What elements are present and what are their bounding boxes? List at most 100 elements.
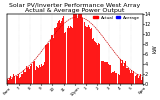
Bar <box>62 18 63 84</box>
Bar <box>83 24 84 84</box>
Bar <box>61 20 62 84</box>
Bar <box>50 40 51 84</box>
Bar <box>44 62 45 84</box>
Bar <box>112 72 113 84</box>
Bar <box>45 45 46 84</box>
Bar <box>58 21 59 84</box>
Bar <box>37 68 38 84</box>
Bar <box>104 62 105 84</box>
Bar <box>11 79 12 84</box>
Bar <box>111 73 112 84</box>
Bar <box>129 70 130 84</box>
Bar <box>41 64 42 84</box>
Bar <box>131 70 132 84</box>
Bar <box>110 66 111 84</box>
Bar <box>107 62 108 84</box>
Bar <box>27 68 28 84</box>
Bar <box>70 26 71 84</box>
Bar <box>24 72 25 84</box>
Bar <box>69 28 70 84</box>
Bar <box>82 18 83 84</box>
Bar <box>109 64 110 84</box>
Bar <box>25 72 26 84</box>
Bar <box>125 61 126 84</box>
Bar <box>119 75 120 84</box>
Bar <box>35 70 36 84</box>
Bar <box>39 65 40 84</box>
Bar <box>42 66 43 84</box>
Bar <box>23 70 24 84</box>
Bar <box>85 26 86 84</box>
Bar <box>140 74 141 84</box>
Bar <box>51 35 52 84</box>
Bar <box>19 78 20 84</box>
Bar <box>99 44 100 84</box>
Bar <box>63 16 64 84</box>
Bar <box>74 14 75 84</box>
Bar <box>89 27 90 84</box>
Bar <box>60 23 61 84</box>
Bar <box>57 23 58 84</box>
Bar <box>47 44 48 84</box>
Bar <box>84 22 85 84</box>
Bar <box>20 77 21 84</box>
Bar <box>12 78 13 84</box>
Bar <box>88 25 89 84</box>
Bar <box>79 14 80 84</box>
Bar <box>120 59 121 84</box>
Bar <box>137 74 138 84</box>
Bar <box>141 80 142 84</box>
Bar <box>59 20 60 84</box>
Bar <box>98 43 99 84</box>
Bar <box>102 61 103 84</box>
Bar <box>10 76 11 84</box>
Bar <box>94 42 95 84</box>
Bar <box>15 78 16 84</box>
Legend: Actual, Average: Actual, Average <box>93 16 140 20</box>
Bar <box>123 66 124 84</box>
Bar <box>90 29 91 84</box>
Bar <box>118 74 119 84</box>
Bar <box>34 60 35 84</box>
Bar <box>103 61 104 84</box>
Bar <box>81 14 82 84</box>
Bar <box>38 68 39 84</box>
Bar <box>130 73 131 84</box>
Bar <box>139 76 140 84</box>
Title: Solar PV/Inverter Performance West Array
Actual & Average Power Output: Solar PV/Inverter Performance West Array… <box>9 3 141 13</box>
Bar <box>117 75 118 84</box>
Bar <box>52 36 53 84</box>
Bar <box>142 77 143 84</box>
Bar <box>106 62 107 84</box>
Bar <box>40 67 41 84</box>
Bar <box>105 62 106 84</box>
Bar <box>54 28 55 84</box>
Bar <box>18 74 19 84</box>
Bar <box>95 42 96 84</box>
Bar <box>46 45 47 84</box>
Y-axis label: kW: kW <box>152 44 157 53</box>
Bar <box>31 64 32 84</box>
Bar <box>53 38 54 84</box>
Bar <box>122 60 123 84</box>
Bar <box>127 68 128 84</box>
Bar <box>43 65 44 84</box>
Bar <box>116 74 117 84</box>
Bar <box>73 14 74 84</box>
Bar <box>100 47 101 84</box>
Bar <box>9 78 10 84</box>
Bar <box>14 76 15 84</box>
Bar <box>124 63 125 84</box>
Bar <box>71 27 72 84</box>
Bar <box>113 72 114 84</box>
Bar <box>114 71 115 84</box>
Bar <box>75 14 76 84</box>
Bar <box>49 42 50 84</box>
Bar <box>136 75 137 84</box>
Bar <box>8 80 9 84</box>
Bar <box>126 68 127 84</box>
Bar <box>77 18 78 84</box>
Bar <box>138 78 139 84</box>
Bar <box>55 28 56 84</box>
Bar <box>72 28 73 84</box>
